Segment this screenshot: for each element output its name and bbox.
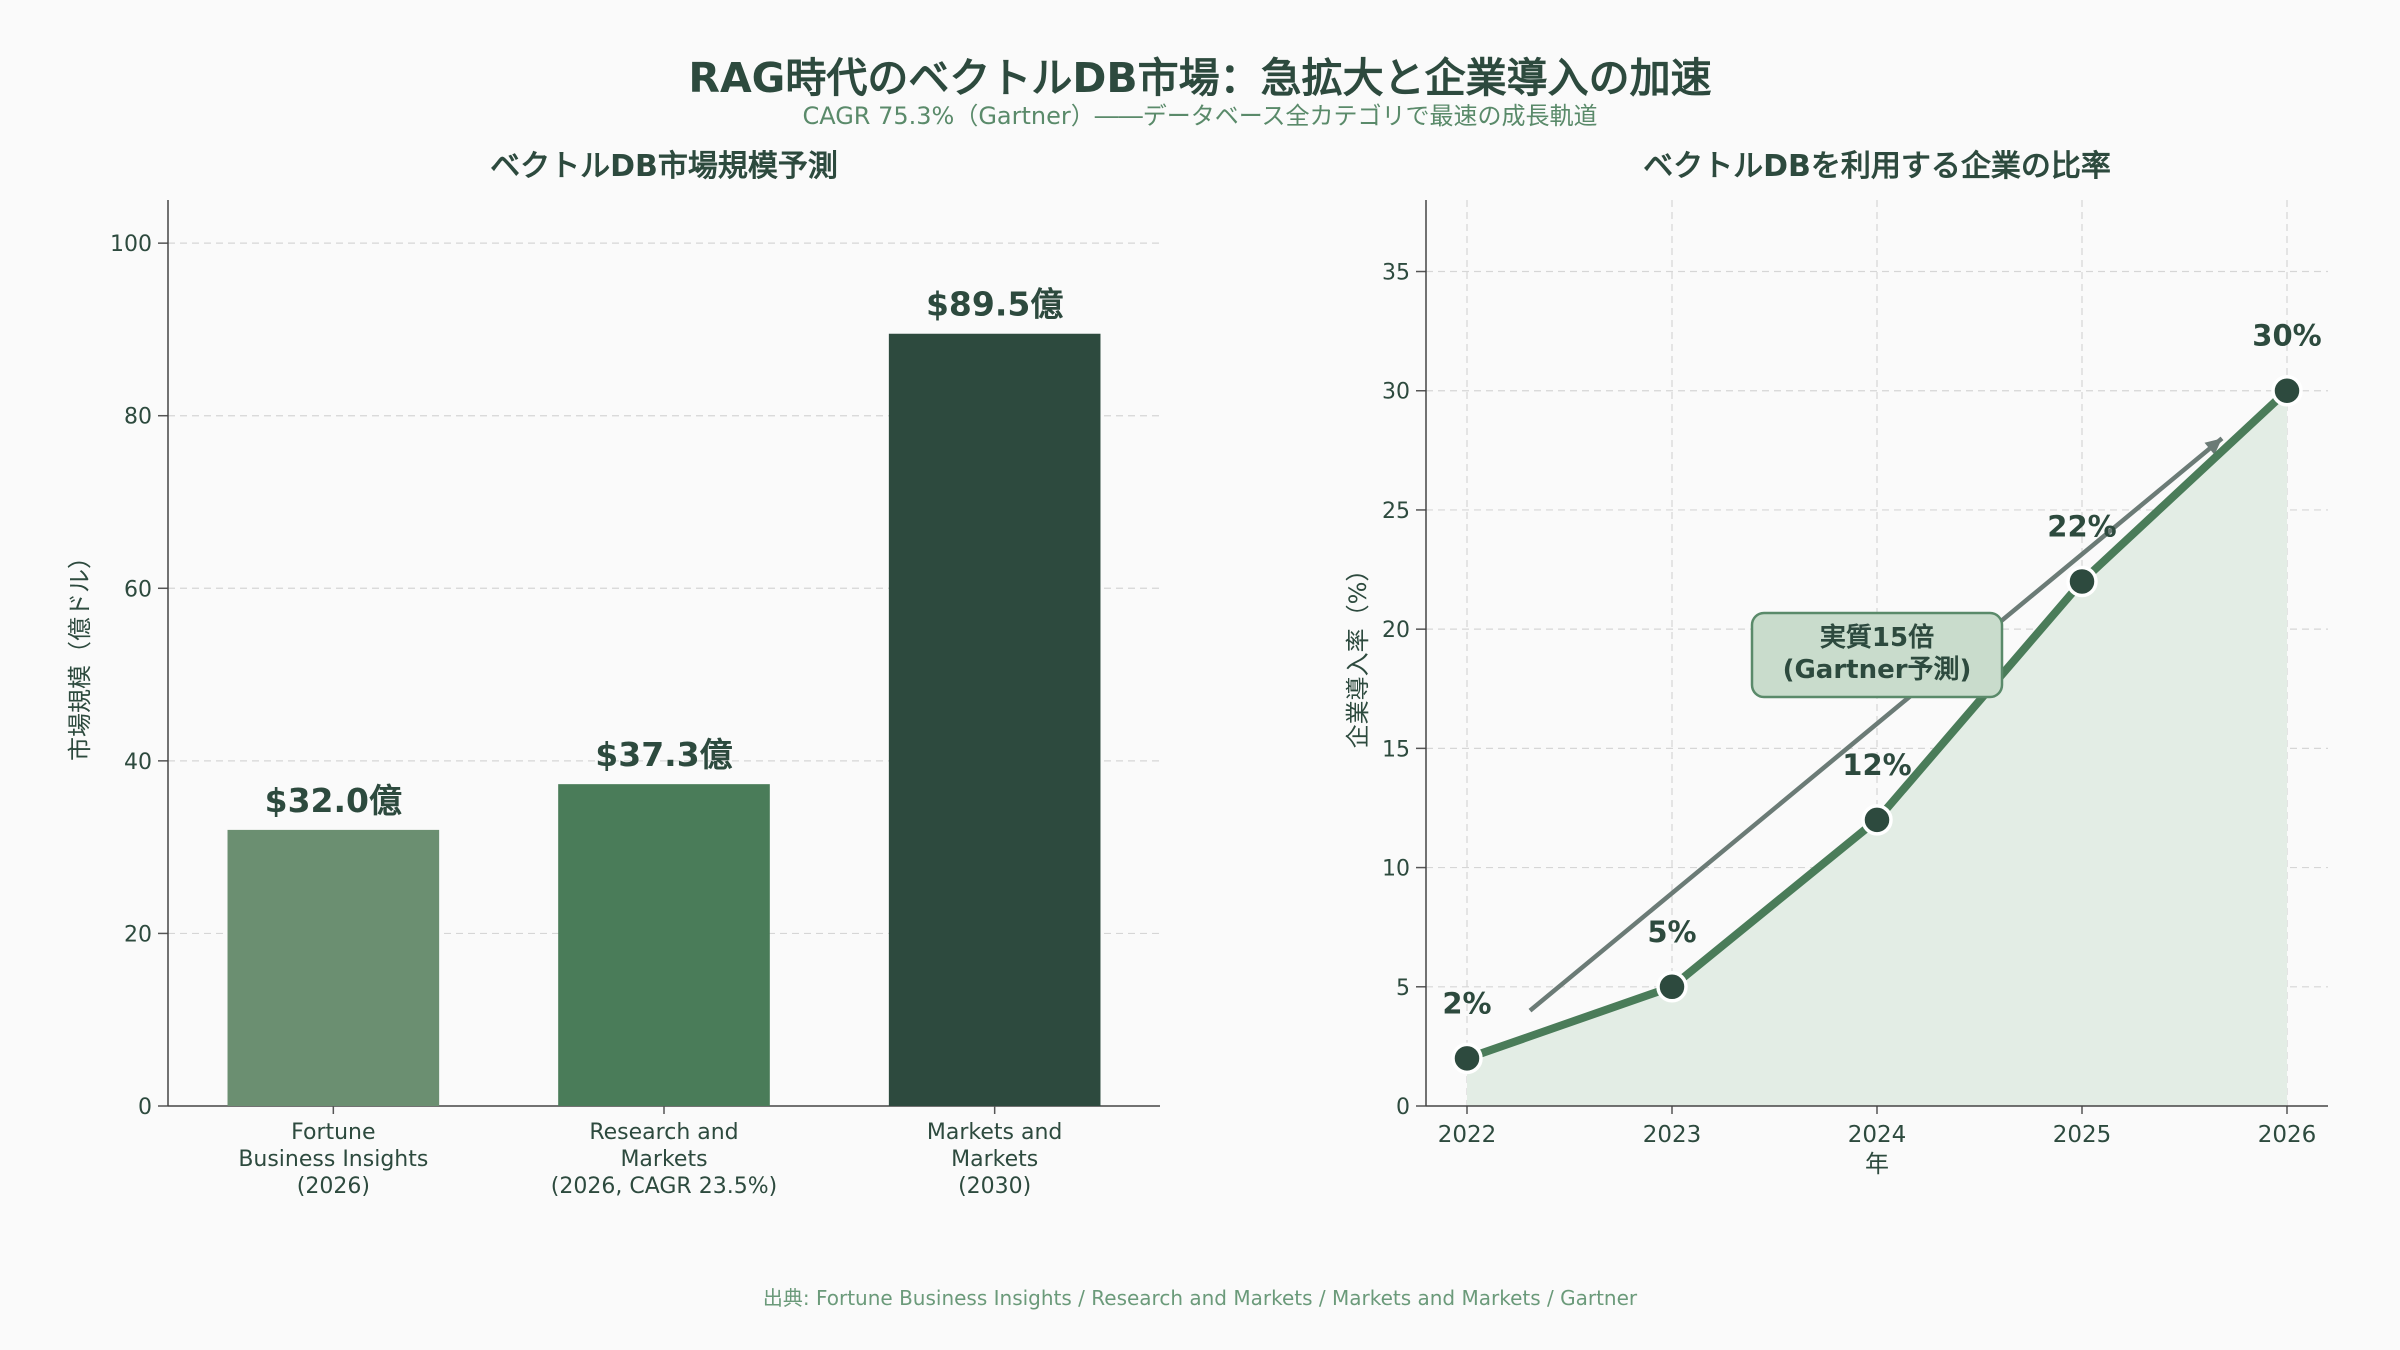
bar-y-tick-label: 40 [124,750,152,775]
data-point-label: 22% [2047,509,2116,543]
bar [227,829,440,1106]
line-y-tick-label: 5 [1396,976,1410,1001]
bar-value-label: $89.5億 [926,285,1063,324]
line-y-tick-label: 15 [1382,737,1410,762]
annotation-text: 実質15倍 [1820,622,1934,653]
bar-y-tick-label: 0 [138,1095,152,1120]
data-point-label: 12% [1842,748,1911,782]
bar [558,784,770,1106]
bar-value-label: $32.0億 [265,781,402,820]
data-point [2066,565,2098,598]
bar-y-tick-label: 60 [124,577,152,602]
line-x-tick-label: 2023 [1643,1122,1702,1148]
data-point [1451,1042,1483,1075]
data-point [1861,804,1893,836]
bar-category-label: (2030) [958,1174,1031,1199]
line-y-tick-label: 10 [1382,857,1410,882]
line-x-tick-label: 2024 [1848,1122,1907,1148]
bar-category-label: Research and [589,1120,738,1145]
bar-category-label: (2026, CAGR 23.5%) [551,1174,777,1199]
line-y-tick-label: 20 [1382,618,1410,643]
bar-y-tick-label: 20 [124,922,152,947]
bar-y-tick-label: 80 [124,405,152,430]
bar-chart-title: ベクトルDB市場規模予測 [490,149,838,184]
trend-arrow [1528,436,2224,1013]
line-y-axis-label: 企業導入率（%） [1344,558,1372,749]
line-y-tick-label: 35 [1382,261,1410,286]
bar-category-label: Markets [951,1147,1038,1172]
line-area-fill [1467,390,2287,1107]
bar-y-axis-label: 市場規模（億ドル） [66,545,94,761]
data-point-label: 2% [1442,986,1491,1020]
data-point-label: 30% [2252,319,2321,353]
line-y-tick-label: 25 [1382,499,1410,524]
bar-category-label: Business Insights [238,1147,428,1172]
page-subtitle: CAGR 75.3%（Gartner）――データベース全カテゴリで最速の成長軌道 [802,102,1598,130]
bar [888,333,1101,1106]
data-point-label: 5% [1647,915,1696,949]
bar-y-tick-label: 100 [110,232,152,257]
line-chart-title: ベクトルDBを利用する企業の比率 [1643,149,2111,184]
line-y-tick-label: 30 [1382,380,1410,405]
bar-category-label: Markets [620,1147,707,1172]
bar-category-label: (2026) [297,1174,370,1199]
trend-arrowhead [2204,438,2222,455]
line-y-tick-label: 0 [1396,1095,1410,1120]
line-x-tick-label: 2025 [2053,1122,2112,1148]
page-title: RAG時代のベクトルDB市場：急拡大と企業導入の加速 [688,54,1712,102]
bar-category-label: Fortune [291,1120,375,1145]
annotation-text: (Gartner予測) [1783,655,1972,685]
data-point [1656,971,1688,1003]
bar-value-label: $37.3億 [595,735,732,774]
line-x-tick-label: 2026 [2258,1122,2317,1148]
data-point [2271,374,2303,407]
bar-category-label: Markets and [927,1120,1062,1145]
line-x-axis-label: 年 [1865,1150,1889,1178]
source-note: 出典: Fortune Business Insights / Research… [762,1286,1638,1310]
line-x-tick-label: 2022 [1438,1122,1497,1148]
annotation-callout [1750,611,2004,699]
